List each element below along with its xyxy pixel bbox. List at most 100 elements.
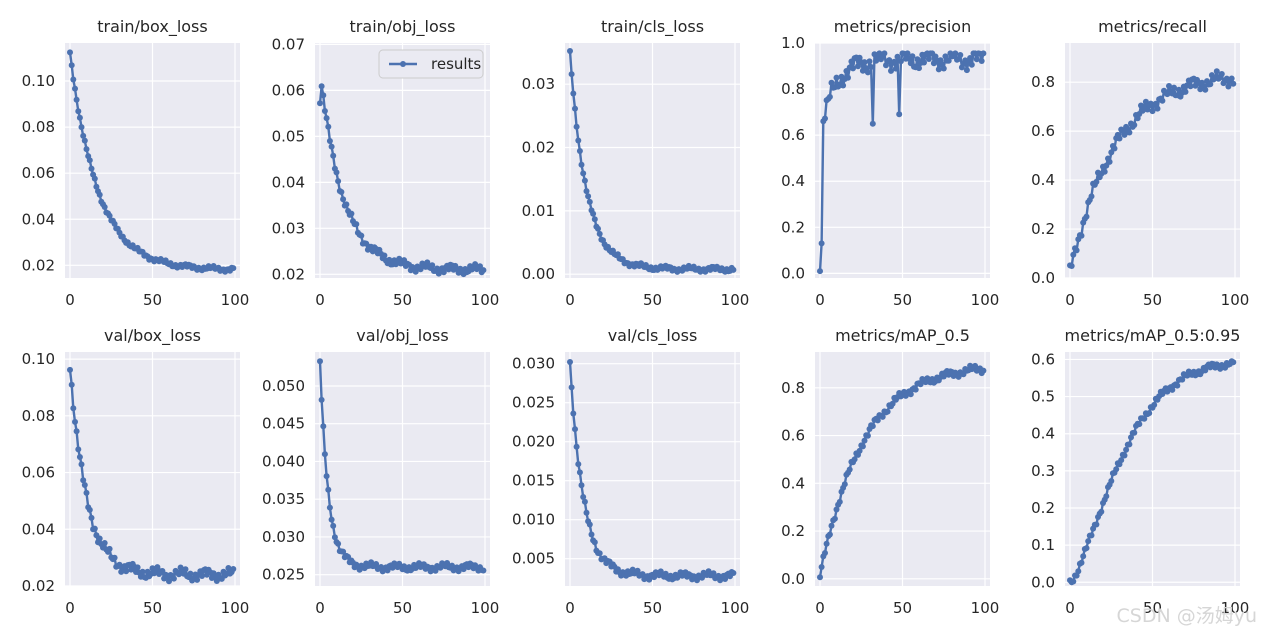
data-point <box>1111 145 1118 152</box>
data-point <box>340 196 347 203</box>
data-point <box>88 165 95 172</box>
data-point <box>861 437 868 444</box>
data-point <box>1152 100 1159 107</box>
data-point <box>588 531 595 538</box>
data-point <box>328 143 335 150</box>
data-point <box>861 59 868 66</box>
y-tick-label: 0.02 <box>22 256 55 274</box>
data-point <box>1151 401 1158 408</box>
data-point <box>91 175 98 182</box>
data-point <box>817 574 823 581</box>
data-point <box>335 540 342 547</box>
data-point <box>328 516 335 523</box>
data-point <box>76 454 83 460</box>
data-point <box>841 481 848 488</box>
data-point <box>86 157 93 164</box>
x-tick-label: 50 <box>643 291 662 309</box>
data-point <box>1068 263 1075 269</box>
y-tick-label: 0.02 <box>272 265 305 283</box>
data-point <box>866 58 873 65</box>
data-point <box>78 124 85 131</box>
x-tick-label: 50 <box>1143 599 1162 617</box>
data-point <box>881 50 888 57</box>
data-point <box>326 138 333 144</box>
data-point <box>1116 135 1123 142</box>
data-point <box>817 268 823 275</box>
data-point <box>576 148 583 154</box>
y-tick-label: 0.6 <box>781 126 805 144</box>
y-tick-label: 0.045 <box>262 415 305 433</box>
data-point <box>580 494 587 500</box>
y-tick-label: 0.0 <box>781 570 805 588</box>
data-point <box>320 92 327 99</box>
y-tick-label: 0.4 <box>781 474 805 492</box>
data-point <box>828 522 835 529</box>
data-point <box>894 53 901 60</box>
data-point <box>869 120 876 127</box>
y-tick-label: 0.02 <box>522 139 555 157</box>
y-tick-label: 0.06 <box>272 81 305 99</box>
y-tick-label: 0.2 <box>1031 499 1055 517</box>
data-point <box>912 386 919 393</box>
data-point <box>968 61 975 68</box>
data-point <box>1070 578 1077 585</box>
data-point <box>76 114 83 121</box>
x-tick-label: 50 <box>893 291 912 309</box>
data-point <box>1088 532 1095 539</box>
y-tick-label: 0.015 <box>512 472 555 490</box>
data-point <box>81 482 88 488</box>
data-point <box>1073 247 1080 254</box>
x-tick-label: 100 <box>971 599 1000 617</box>
data-point <box>874 417 881 424</box>
x-tick-label: 50 <box>393 599 412 617</box>
data-point <box>833 506 840 513</box>
x-tick-label: 100 <box>221 291 250 309</box>
data-point <box>586 198 593 205</box>
x-tick-label: 100 <box>721 291 750 309</box>
data-point <box>581 498 588 505</box>
subplot-val-box-loss: 0 50 100 0.02 0.04 0.06 0.08 0.10 val/box_loss <box>22 326 250 617</box>
data-point <box>106 545 113 552</box>
data-point <box>859 443 866 450</box>
data-point <box>570 410 577 417</box>
data-point <box>884 408 891 415</box>
data-point <box>323 115 330 122</box>
data-point <box>850 65 856 72</box>
data-point <box>891 58 898 65</box>
x-tick-label: 50 <box>1143 291 1162 309</box>
y-tick-label: 0.06 <box>22 464 55 482</box>
y-tick-label: 0.4 <box>1031 425 1055 443</box>
data-point <box>1080 553 1087 560</box>
data-point <box>840 82 847 89</box>
y-tick-label: 0.2 <box>1031 220 1055 238</box>
y-tick-label: 0.01 <box>522 202 555 220</box>
data-point <box>480 567 487 574</box>
data-point <box>888 67 894 74</box>
y-tick-label: 0.035 <box>262 490 305 508</box>
y-tick-label: 0.4 <box>1031 171 1055 189</box>
data-point <box>864 69 871 76</box>
data-point <box>73 96 80 103</box>
data-point <box>586 521 593 528</box>
data-point <box>1174 382 1181 389</box>
data-point <box>1187 83 1194 90</box>
data-point <box>730 266 737 273</box>
y-tick-label: 0.10 <box>22 72 55 90</box>
data-point <box>1093 521 1100 528</box>
data-point <box>851 456 858 463</box>
data-point <box>68 62 75 69</box>
data-point <box>318 396 325 403</box>
data-point <box>957 52 964 58</box>
data-point <box>1136 421 1143 428</box>
data-point <box>73 428 80 435</box>
y-tick-label: 0.040 <box>262 452 305 470</box>
data-point <box>845 74 851 81</box>
data-point <box>317 100 323 107</box>
subplot-title: train/box_loss <box>97 17 207 37</box>
data-point <box>730 570 737 576</box>
data-point <box>194 576 201 583</box>
x-tick-label: 0 <box>815 599 825 617</box>
y-tick-label: 0.0 <box>781 264 805 282</box>
data-point <box>1103 493 1110 500</box>
data-point <box>70 405 77 412</box>
